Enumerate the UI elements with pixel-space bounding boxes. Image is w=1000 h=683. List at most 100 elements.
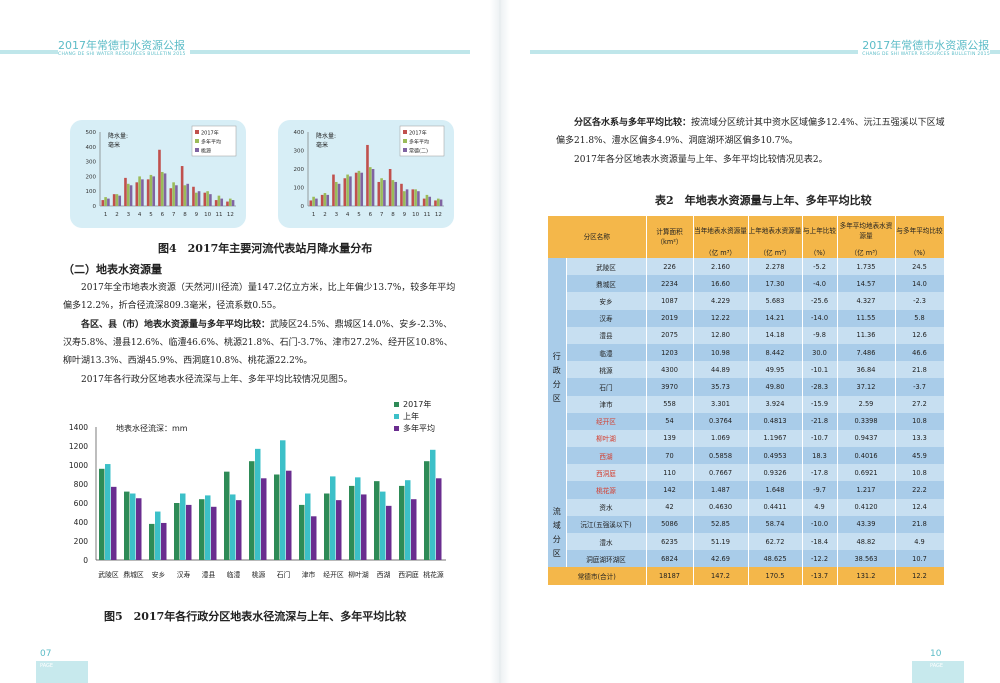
right-header-text: 2017年常德市水资源公报 CHANG DE SHI WATER RESOURC… <box>858 40 990 58</box>
unit-avg: （亿 m³） <box>837 246 896 258</box>
fig5-xtick-label: 石门 <box>277 570 291 579</box>
table-cell: 3.301 <box>693 395 749 413</box>
table-cell: 12.6 <box>895 326 945 344</box>
table-cell: 0.4120 <box>837 498 896 516</box>
fig5-xtick-label: 澧县 <box>202 570 216 579</box>
mini-xtick-label: 10 <box>412 212 419 218</box>
table-cell: 18.3 <box>802 447 838 465</box>
header-subtitle-right: CHANG DE SHI WATER RESOURCES BULLETIN 20… <box>862 52 990 57</box>
mini-xtick-label: 4 <box>138 212 142 218</box>
table-cell: 10.7 <box>895 550 945 568</box>
table-cell: 4.229 <box>693 292 749 310</box>
mini-bar <box>226 201 229 206</box>
mini-ytick-label: 200 <box>86 174 97 180</box>
mini-bar <box>231 200 235 206</box>
mini-bar <box>124 177 127 206</box>
mini-bar <box>414 189 417 206</box>
table-cell: 5.8 <box>895 309 945 327</box>
mini-bar <box>312 196 315 206</box>
fig5-bar-2 <box>161 522 167 560</box>
table-cell: 2234 <box>646 275 694 293</box>
mini-xtick-label: 7 <box>380 212 384 218</box>
table-row-name: 安乡 <box>566 292 647 310</box>
mini-bar <box>141 179 144 206</box>
table-row: 津市 558 3.301 3.924 -15.9 2.59 27.2 <box>548 395 945 413</box>
mini-legend-swatch <box>195 130 199 134</box>
table-cell: 45.9 <box>895 447 945 465</box>
mini-bar <box>388 169 392 206</box>
fig5-xtick-label: 武陵区 <box>98 570 119 579</box>
fig5-bar-0 <box>199 499 205 560</box>
mini-ytick-label: 400 <box>294 130 305 136</box>
table-cell: 2019 <box>646 309 694 327</box>
mini-xtick-label: 9 <box>195 212 199 218</box>
table-cell: 5086 <box>646 515 694 533</box>
th-vs-last: 与上年比较 <box>802 216 838 246</box>
fig5-ytick-label: 0 <box>83 556 88 565</box>
fig5-bar-1 <box>305 493 311 560</box>
mini-ytick-label: 300 <box>294 149 305 155</box>
table-cell: 13.3 <box>895 429 945 448</box>
table-cell: 38.563 <box>837 550 896 568</box>
table-cell: 0.4953 <box>748 447 803 465</box>
table-cell: 46.6 <box>895 343 945 362</box>
table-total-cell: 170.5 <box>748 567 803 585</box>
table-total-cell: 131.2 <box>837 567 896 585</box>
table-row-name: 西洞庭 <box>566 464 647 482</box>
right-para-1-text: 按流域分区统计其中资水区域偏多12.4%、沅江五强溪以下区域偏多21.8%、澧水… <box>556 118 945 146</box>
fig5-legend-label: 多年平均 <box>403 423 435 433</box>
fig5-xtick-label: 汉寿 <box>177 570 191 579</box>
mini-xtick-label: 10 <box>204 212 211 218</box>
mini-xtick-label: 9 <box>403 212 407 218</box>
mini-bar <box>194 192 198 206</box>
table-cell: 4300 <box>646 361 694 379</box>
right-page-label: PAGE <box>930 663 944 669</box>
mini-chart-1-panel: 500 400 300 200 100 0 1 2 3 4 5 6 7 8 9 10 11 12 降水量: 毫米 201… <box>70 120 246 228</box>
fig5-bar-1 <box>405 480 411 560</box>
table-cell: 0.4813 <box>748 412 803 430</box>
table-row: 流域分区资水 42 0.4630 0.4411 4.9 0.4120 12.4 <box>548 498 945 568</box>
table-cell: 27.2 <box>895 395 945 413</box>
mini-bar <box>197 191 201 206</box>
left-page-label: PAGE <box>40 663 54 669</box>
fig5-legend-swatch <box>394 414 399 419</box>
fig5-bar-0 <box>174 503 180 560</box>
mini-xtick-label: 3 <box>335 212 339 218</box>
mini-bar <box>422 198 426 206</box>
header-title: 2017年常德市水资源公报 <box>58 39 185 52</box>
unit-vs-avg: （%） <box>895 246 945 258</box>
table-row-name: 澧县 <box>566 326 647 344</box>
fig5-legend-swatch <box>394 426 399 431</box>
table-cell: 48.82 <box>837 533 896 551</box>
table-cell: 7.486 <box>837 343 896 362</box>
table-cell: 2.278 <box>748 258 803 276</box>
table-cell: 6824 <box>646 550 694 568</box>
table-cell: 35.73 <box>693 378 749 396</box>
table-row-name: 柳叶湖 <box>566 429 647 448</box>
table-row: 洞庭湖环湖区 6824 42.69 48.625 -12.2 38.563 10.7 <box>548 550 945 568</box>
mini-xtick-label: 5 <box>149 212 153 218</box>
fig5-ytick-label: 1200 <box>69 442 88 451</box>
table-cell: 2075 <box>646 326 694 344</box>
table-cell: 1.487 <box>693 481 749 499</box>
left-para-3-text: 2017年各行政分区地表水径流深与上年、多年平均比较情况见图5。 <box>81 375 353 385</box>
table-cell: 48.625 <box>748 550 803 568</box>
fig5-bar-0 <box>399 485 405 560</box>
mini-bar <box>346 174 349 206</box>
fig5-bar-1 <box>105 464 111 560</box>
mini-ytick-label: 500 <box>86 130 97 136</box>
left-para-1: 2017年全市地表水资源（天然河川径流）量147.2亿立方米，比上年偏少13.7… <box>63 279 458 315</box>
table-row-name: 鼎城区 <box>566 275 647 293</box>
th-avg: 多年平均地表水资源量 <box>837 216 896 246</box>
mini-bar <box>206 191 209 206</box>
table-cell: 1.648 <box>748 481 803 499</box>
table-row: 汉寿 2019 12.22 14.21 -14.0 11.55 5.8 <box>548 309 945 327</box>
table-cell: -17.8 <box>802 464 838 482</box>
fig5-legend-swatch <box>394 402 399 407</box>
table-cell: 42 <box>646 498 694 516</box>
fig5-bar-2 <box>186 504 192 560</box>
mini-bar <box>228 198 232 206</box>
mini-bar <box>400 183 403 206</box>
fig5-bar-1 <box>155 511 161 560</box>
